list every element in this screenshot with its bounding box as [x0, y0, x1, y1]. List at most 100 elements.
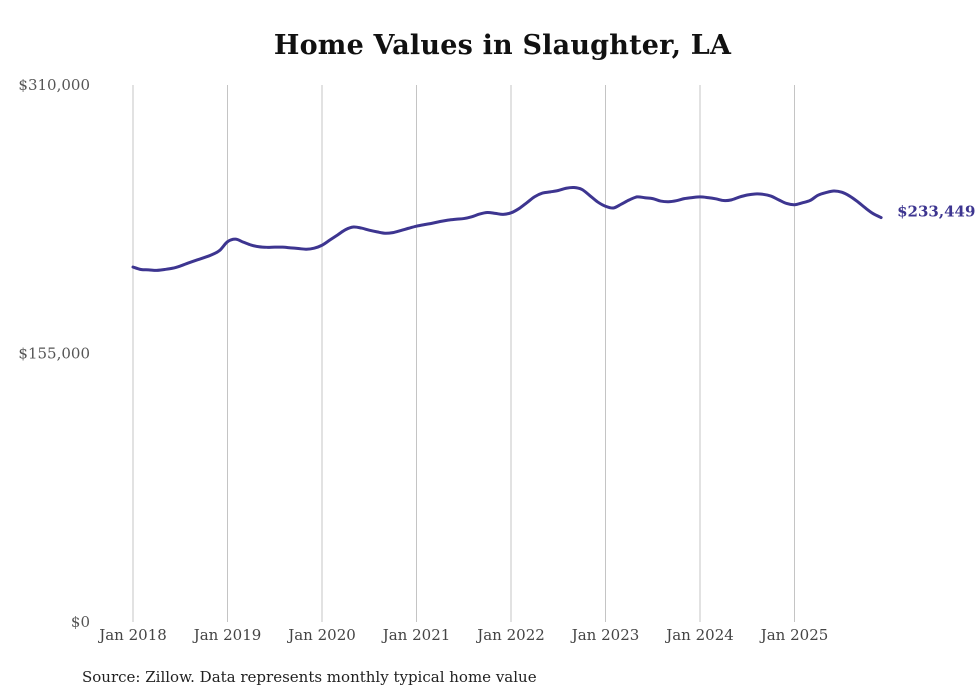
data-point: [313, 247, 315, 249]
data-point: [589, 194, 591, 196]
data-point: [463, 217, 465, 219]
data-point: [368, 229, 370, 231]
data-point: [337, 234, 339, 236]
data-point: [297, 247, 299, 249]
data-point: [778, 199, 780, 201]
end-value-label: $233,449: [897, 203, 975, 221]
data-point: [841, 191, 843, 193]
data-point: [754, 193, 756, 195]
series-line: [131, 186, 883, 272]
chart-title: Home Values in Slaughter, LA: [273, 30, 732, 61]
data-point: [179, 265, 181, 267]
data-point: [266, 246, 268, 248]
data-point: [683, 197, 685, 199]
data-point: [636, 196, 638, 198]
data-point: [140, 268, 142, 270]
data-point: [155, 269, 157, 271]
data-point: [250, 244, 252, 246]
data-point: [770, 195, 772, 197]
data-point: [281, 246, 283, 248]
data-point: [644, 197, 646, 199]
data-point: [652, 197, 654, 199]
end-label-layer: $233,449: [897, 203, 975, 221]
data-point: [289, 247, 291, 249]
data-point: [400, 229, 402, 231]
data-point: [620, 203, 622, 205]
data-point: [148, 269, 150, 271]
data-point: [305, 248, 307, 250]
data-point: [518, 207, 520, 209]
data-point: [722, 199, 724, 201]
data-point: [423, 223, 425, 225]
data-point: [526, 202, 528, 204]
data-point: [793, 203, 795, 205]
data-point: [856, 200, 858, 202]
data-point: [321, 244, 323, 246]
data-point: [407, 227, 409, 229]
data-point: [329, 239, 331, 241]
x-tick-label: Jan 2018: [97, 626, 167, 644]
data-point: [510, 212, 512, 214]
data-point: [360, 227, 362, 229]
data-point: [573, 186, 575, 188]
data-point: [730, 199, 732, 201]
data-point: [699, 196, 701, 198]
data-point: [274, 246, 276, 248]
x-tick-label: Jan 2021: [381, 626, 451, 644]
data-point: [533, 196, 535, 198]
x-tick-label: Jan 2020: [286, 626, 356, 644]
data-point: [234, 238, 236, 240]
series-layer: [131, 186, 883, 272]
data-point: [352, 226, 354, 228]
data-point: [628, 199, 630, 201]
data-point: [431, 222, 433, 224]
data-point: [376, 231, 378, 233]
data-point: [691, 196, 693, 198]
y-axis-ticks: $0 $155,000 $310,000: [18, 76, 90, 631]
x-axis-ticks: Jan 2018 Jan 2019 Jan 2020 Jan 2021 Jan 2022…: [97, 626, 828, 644]
data-point: [817, 194, 819, 196]
data-point: [746, 194, 748, 196]
y-tick-label: $0: [71, 613, 90, 631]
data-point: [809, 199, 811, 201]
data-point: [549, 191, 551, 193]
data-point: [478, 213, 480, 215]
data-point: [596, 201, 598, 203]
source-note: Source: Zillow. Data represents monthly …: [82, 668, 537, 686]
data-point: [864, 207, 866, 209]
data-point: [447, 219, 449, 221]
data-point: [226, 241, 228, 243]
x-tick-label: Jan 2022: [475, 626, 545, 644]
data-point: [203, 257, 205, 259]
data-point: [612, 207, 614, 209]
data-point: [486, 211, 488, 213]
data-point: [825, 191, 827, 193]
data-point: [258, 246, 260, 248]
data-point: [187, 262, 189, 264]
data-point: [242, 241, 244, 243]
data-point: [707, 196, 709, 198]
data-point: [392, 231, 394, 233]
data-point: [494, 212, 496, 214]
data-point: [195, 259, 197, 261]
data-point: [171, 267, 173, 269]
data-point: [132, 266, 134, 268]
x-tick-label: Jan 2025: [759, 626, 829, 644]
data-point: [455, 218, 457, 220]
x-tick-label: Jan 2024: [664, 626, 734, 644]
data-point: [581, 188, 583, 190]
data-point: [541, 192, 543, 194]
data-point: [848, 195, 850, 197]
data-point: [833, 190, 835, 192]
data-point: [604, 205, 606, 207]
gridlines: [132, 85, 795, 622]
data-point: [667, 201, 669, 203]
data-point: [163, 268, 165, 270]
data-point: [659, 200, 661, 202]
data-point: [872, 213, 874, 215]
data-point: [470, 216, 472, 218]
data-point: [344, 228, 346, 230]
data-point: [415, 225, 417, 227]
data-point: [762, 193, 764, 195]
